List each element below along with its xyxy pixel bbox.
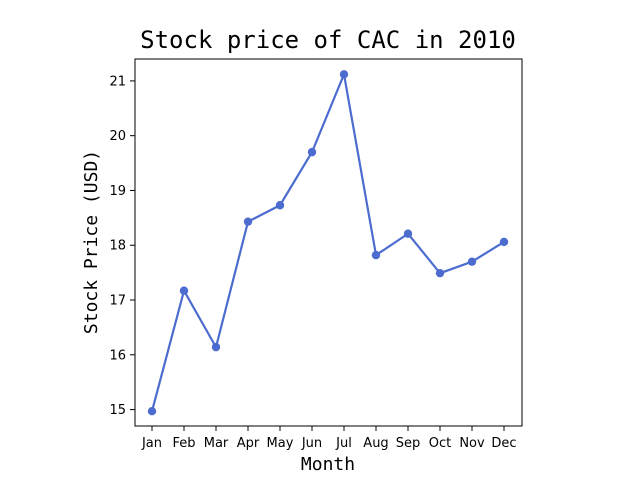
- data-point: [243, 217, 253, 226]
- x-axis-label: Month: [301, 454, 355, 475]
- plot-area-frame: [134, 58, 523, 427]
- x-tick-label: Apr: [237, 436, 260, 451]
- series-group: [147, 70, 509, 416]
- data-point: [211, 342, 221, 352]
- data-point: [147, 407, 157, 416]
- x-tick-label: Nov: [459, 436, 485, 451]
- x-tick-label: Feb: [172, 436, 195, 451]
- data-point: [435, 268, 445, 278]
- x-tick-label: Jun: [301, 436, 322, 451]
- x-tick-label: Mar: [204, 436, 229, 451]
- y-tick-label: 15: [109, 403, 126, 418]
- y-tick-label: 20: [109, 129, 126, 144]
- x-tick-label: Dec: [491, 436, 516, 451]
- x-tick-label: Oct: [429, 436, 451, 451]
- y-axis: 15 16 17 18 19 20 21: [109, 74, 135, 418]
- data-point: [179, 286, 189, 295]
- data-point: [307, 147, 317, 157]
- y-axis-label: Stock Price (USD): [81, 150, 102, 334]
- data-point: [403, 229, 413, 238]
- y-tick-label: 16: [109, 348, 126, 363]
- x-tick-label: May: [267, 436, 294, 451]
- chart-title: Stock price of CAC in 2010: [140, 26, 516, 54]
- data-point: [339, 70, 349, 79]
- y-tick-label: 17: [109, 294, 126, 309]
- y-tick-label: 19: [109, 184, 126, 199]
- y-tick-label: 18: [109, 239, 126, 254]
- data-point: [499, 237, 509, 247]
- x-axis: Jan Feb Mar Apr May Jun Jul Aug Sep Oct Nov Dec: [141, 426, 517, 451]
- x-tick-label: Sep: [396, 436, 421, 451]
- x-tick-label: Jan: [141, 436, 162, 451]
- x-tick-label: Jul: [335, 436, 352, 451]
- series-line: [150, 73, 505, 412]
- data-point: [467, 257, 477, 266]
- data-point: [275, 201, 285, 210]
- y-tick-label: 21: [109, 74, 126, 89]
- data-point: [371, 250, 381, 260]
- x-tick-label: Aug: [363, 436, 388, 451]
